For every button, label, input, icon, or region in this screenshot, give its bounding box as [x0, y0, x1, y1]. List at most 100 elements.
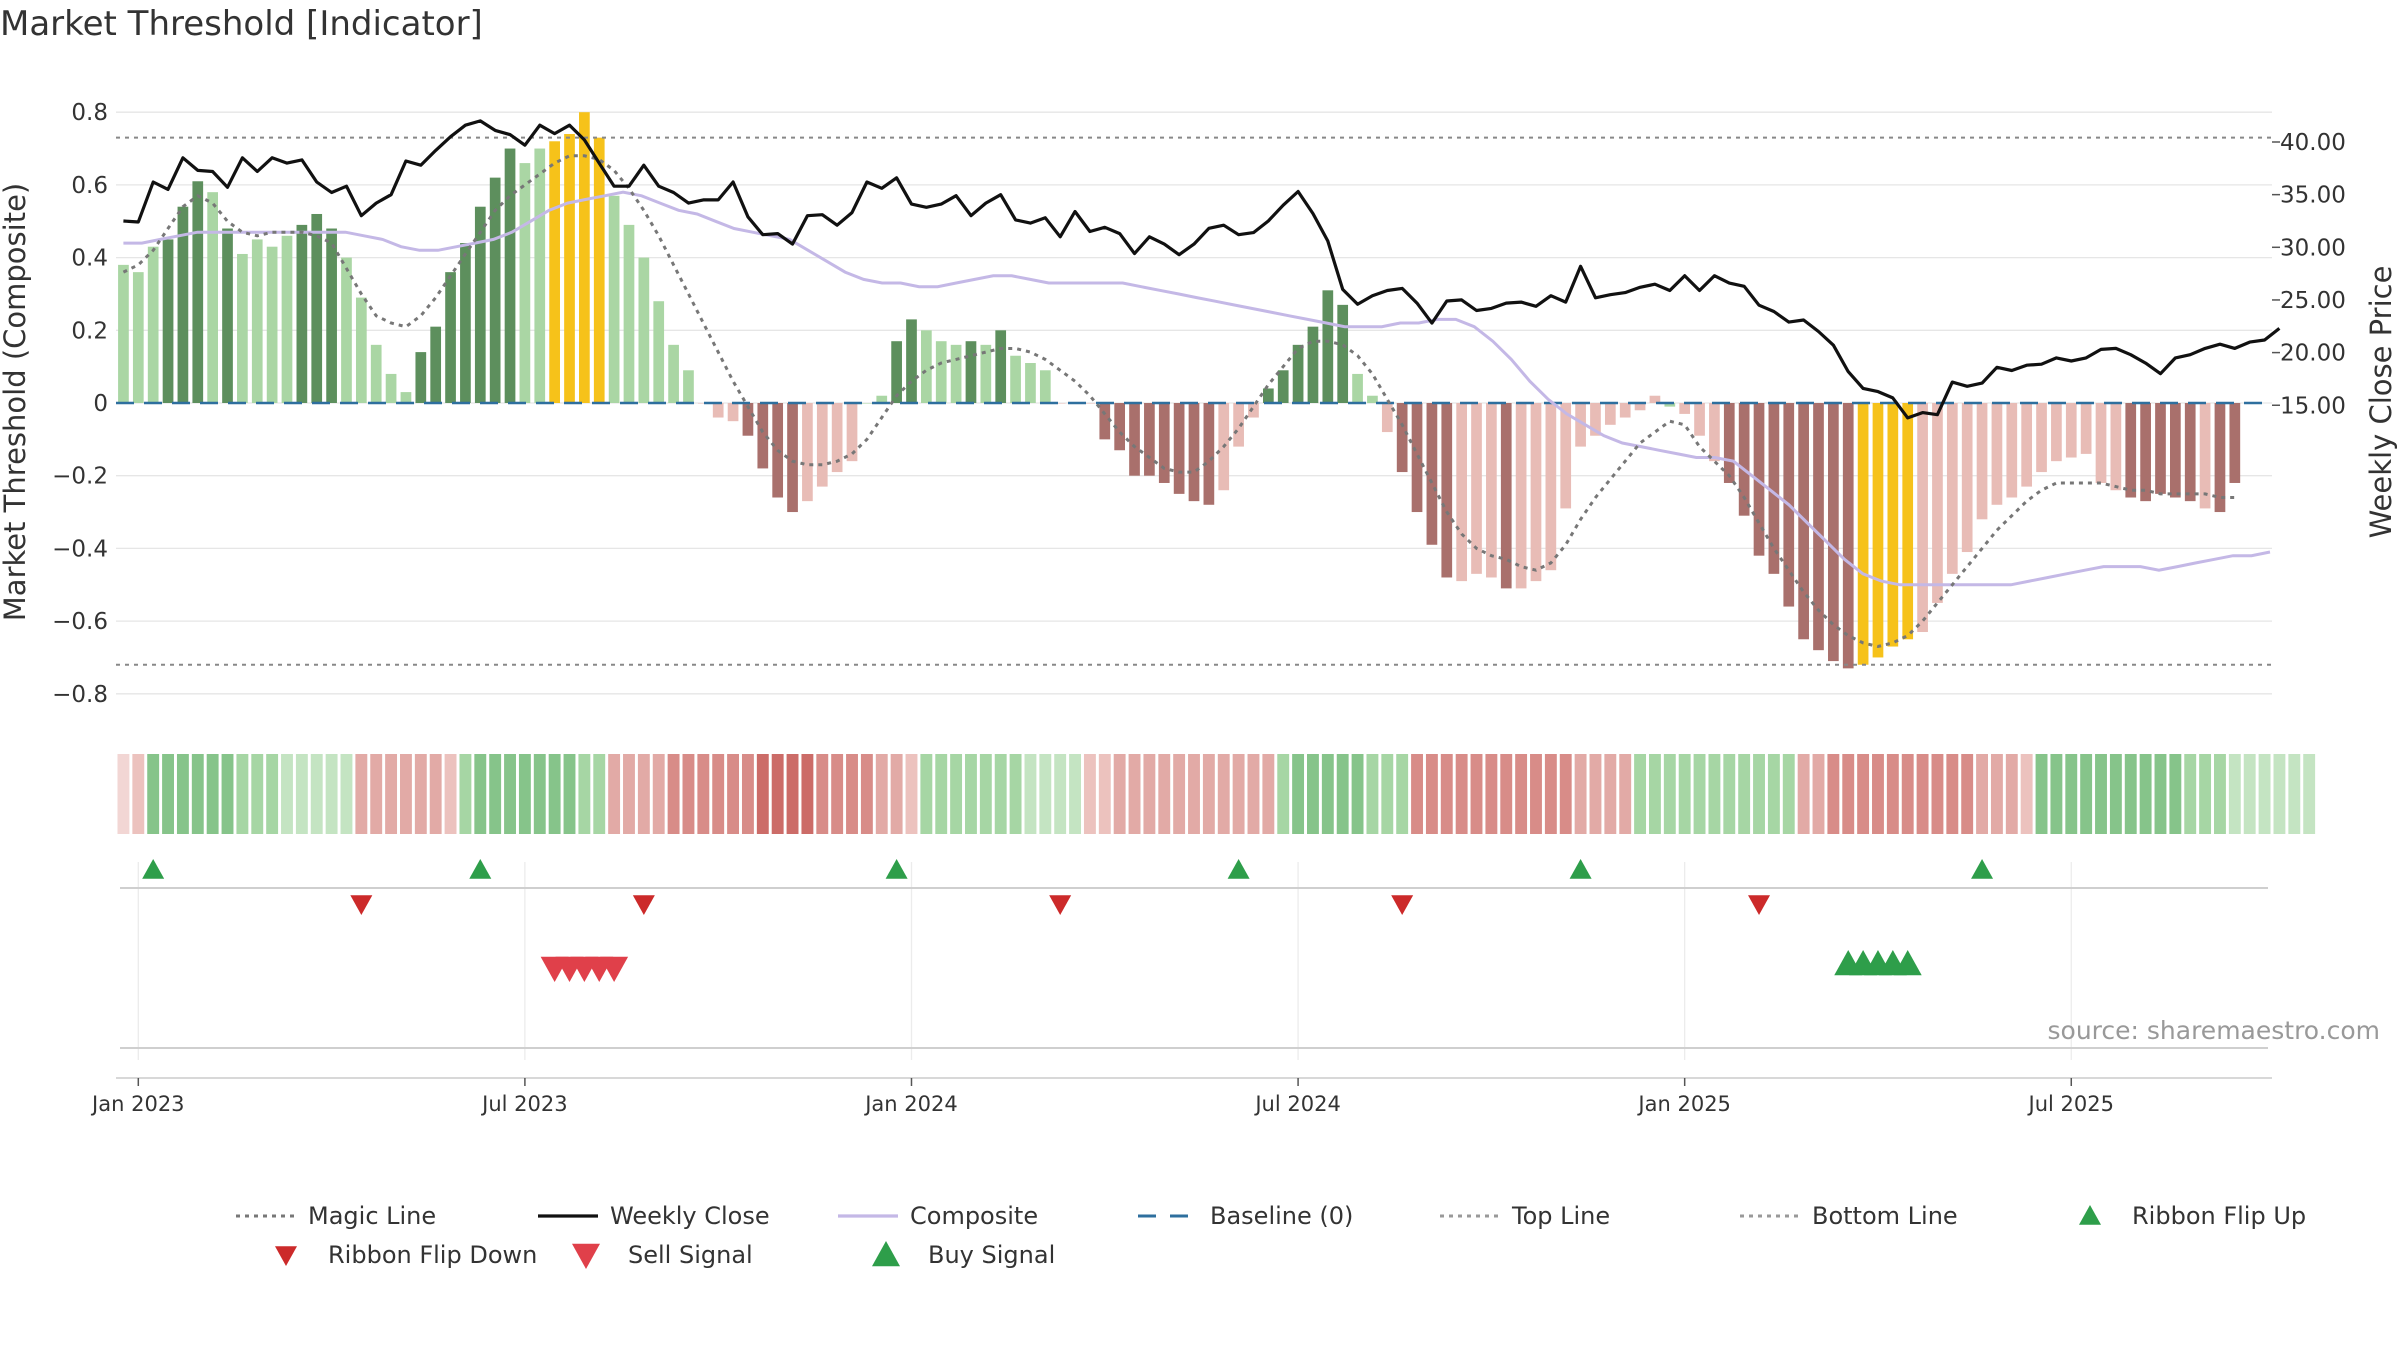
x-tick-label: Jan 2025	[1636, 1092, 1731, 1116]
ribbon-cell	[147, 754, 160, 834]
magic-line	[122, 154, 2235, 649]
composite-bar	[1084, 403, 1096, 404]
composite-bar	[2155, 403, 2166, 494]
ribbon-cell	[816, 754, 829, 834]
y2-tick-label: 25.00	[2280, 288, 2346, 314]
ribbon-cell	[1574, 754, 1587, 834]
composite-bar	[192, 181, 204, 403]
composite-bar	[1500, 403, 1512, 589]
ribbon-cell	[117, 754, 130, 834]
ribbon-cell	[489, 754, 502, 834]
ribbon-cell	[920, 754, 933, 834]
legend-item: Sell Signal	[572, 1241, 753, 1269]
ribbon-cell	[459, 754, 472, 834]
ribbon-flip-down-marker	[1391, 895, 1414, 915]
ribbon-cell	[1188, 754, 1200, 834]
ribbon-cell	[1961, 754, 1974, 834]
composite-bar	[1902, 403, 1914, 640]
composite-bar	[2110, 403, 2122, 491]
composite-bar	[1991, 403, 2003, 505]
ribbon-cell	[2169, 754, 2182, 834]
composite-bar	[1233, 403, 1244, 447]
ribbon-cell	[1515, 754, 1528, 834]
ribbon-cell	[860, 754, 873, 834]
composite-bar	[2095, 403, 2107, 483]
composite-bar	[1828, 403, 1839, 662]
ribbon-cell	[563, 754, 576, 834]
composite-bar	[2184, 403, 2196, 502]
composite-bar	[445, 272, 456, 403]
ribbon-cell	[905, 754, 918, 834]
ribbon-cell	[637, 754, 650, 834]
composite-bar	[1381, 403, 1393, 433]
ribbon-cell	[979, 754, 992, 834]
legend-label: Baseline (0)	[1210, 1202, 1353, 1230]
ribbon-cell	[667, 754, 680, 834]
composite-bar	[608, 195, 620, 403]
composite-bar	[1560, 403, 1572, 509]
composite-bar	[1709, 403, 1720, 462]
y-tick-label: −0.6	[52, 609, 108, 635]
ribbon-cell	[1678, 754, 1691, 834]
ribbon-cell	[340, 754, 353, 834]
composite-bar	[906, 319, 917, 403]
legend-label: Top Line	[1511, 1202, 1610, 1230]
composite-bar	[1352, 373, 1363, 403]
legend-item: Ribbon Flip Down	[275, 1241, 537, 1269]
ribbon-cell	[1886, 754, 1899, 834]
y-tick-label: −0.8	[52, 682, 108, 708]
composite-line	[123, 190, 2271, 587]
ribbon-cell	[608, 754, 621, 834]
y-tick-label: −0.4	[52, 536, 108, 562]
composite-bar	[1203, 403, 1215, 505]
legend-swatch	[872, 1241, 900, 1267]
y2-tick-label: 40.00	[2280, 130, 2346, 156]
composite-bar	[623, 224, 635, 403]
composite-bar	[2229, 403, 2241, 483]
ribbon-flip-up-marker	[469, 859, 492, 879]
ribbon-cell	[2288, 754, 2301, 834]
ribbon-cell	[1336, 754, 1349, 834]
y2-tick-label: 30.00	[2280, 235, 2346, 261]
composite-bar	[1367, 395, 1378, 403]
ribbon-cell	[266, 754, 279, 834]
ribbon-cell	[756, 754, 769, 834]
ribbon-cell	[1411, 754, 1423, 834]
ribbon-cell	[1990, 754, 2003, 834]
y2-tick-label: 15.00	[2280, 393, 2346, 419]
composite-bar	[1842, 403, 1854, 669]
ribbon-cell	[2020, 754, 2033, 834]
legend-item: Baseline (0)	[1138, 1202, 1353, 1230]
ribbon-cell	[1292, 754, 1305, 834]
ribbon-cell	[2095, 754, 2107, 834]
axes: 0.8 0.6 0.4 0.2 0 −0.2 −0.4 −0.6 −0.8 40.00 35.00 3…	[52, 100, 2346, 1116]
y-tick-label: 0.8	[71, 100, 108, 126]
composite-bar	[177, 206, 189, 403]
ribbon-cell	[1797, 754, 1810, 834]
legend-swatch	[275, 1246, 297, 1266]
ribbon-cell	[1009, 754, 1022, 834]
ribbon-cell	[1782, 754, 1795, 834]
ribbon-cell	[162, 754, 174, 834]
composite-bar	[281, 235, 293, 403]
ribbon-cell	[1440, 754, 1453, 834]
ribbon-cell	[355, 754, 368, 834]
ribbon-cell	[623, 754, 635, 834]
ribbon-cell	[950, 754, 963, 834]
legend-label: Ribbon Flip Up	[2132, 1202, 2306, 1230]
ribbon-cell	[206, 754, 219, 834]
ribbon-cell	[1024, 754, 1037, 834]
composite-bar	[430, 326, 442, 403]
composite-bar	[311, 213, 323, 403]
composite-bar	[1010, 355, 1021, 403]
legend-swatch	[572, 1243, 600, 1269]
composite-bar	[787, 403, 798, 513]
composite-bar	[1961, 403, 1973, 553]
composite-bar	[400, 392, 412, 403]
ribbon-cell	[741, 754, 754, 834]
ribbon-cell	[1158, 754, 1171, 834]
legend-item: Bottom Line	[1740, 1202, 1958, 1230]
legend-swatch	[2079, 1205, 2101, 1225]
legend-item: Ribbon Flip Up	[2079, 1202, 2306, 1230]
ribbon-cell	[2199, 754, 2212, 834]
